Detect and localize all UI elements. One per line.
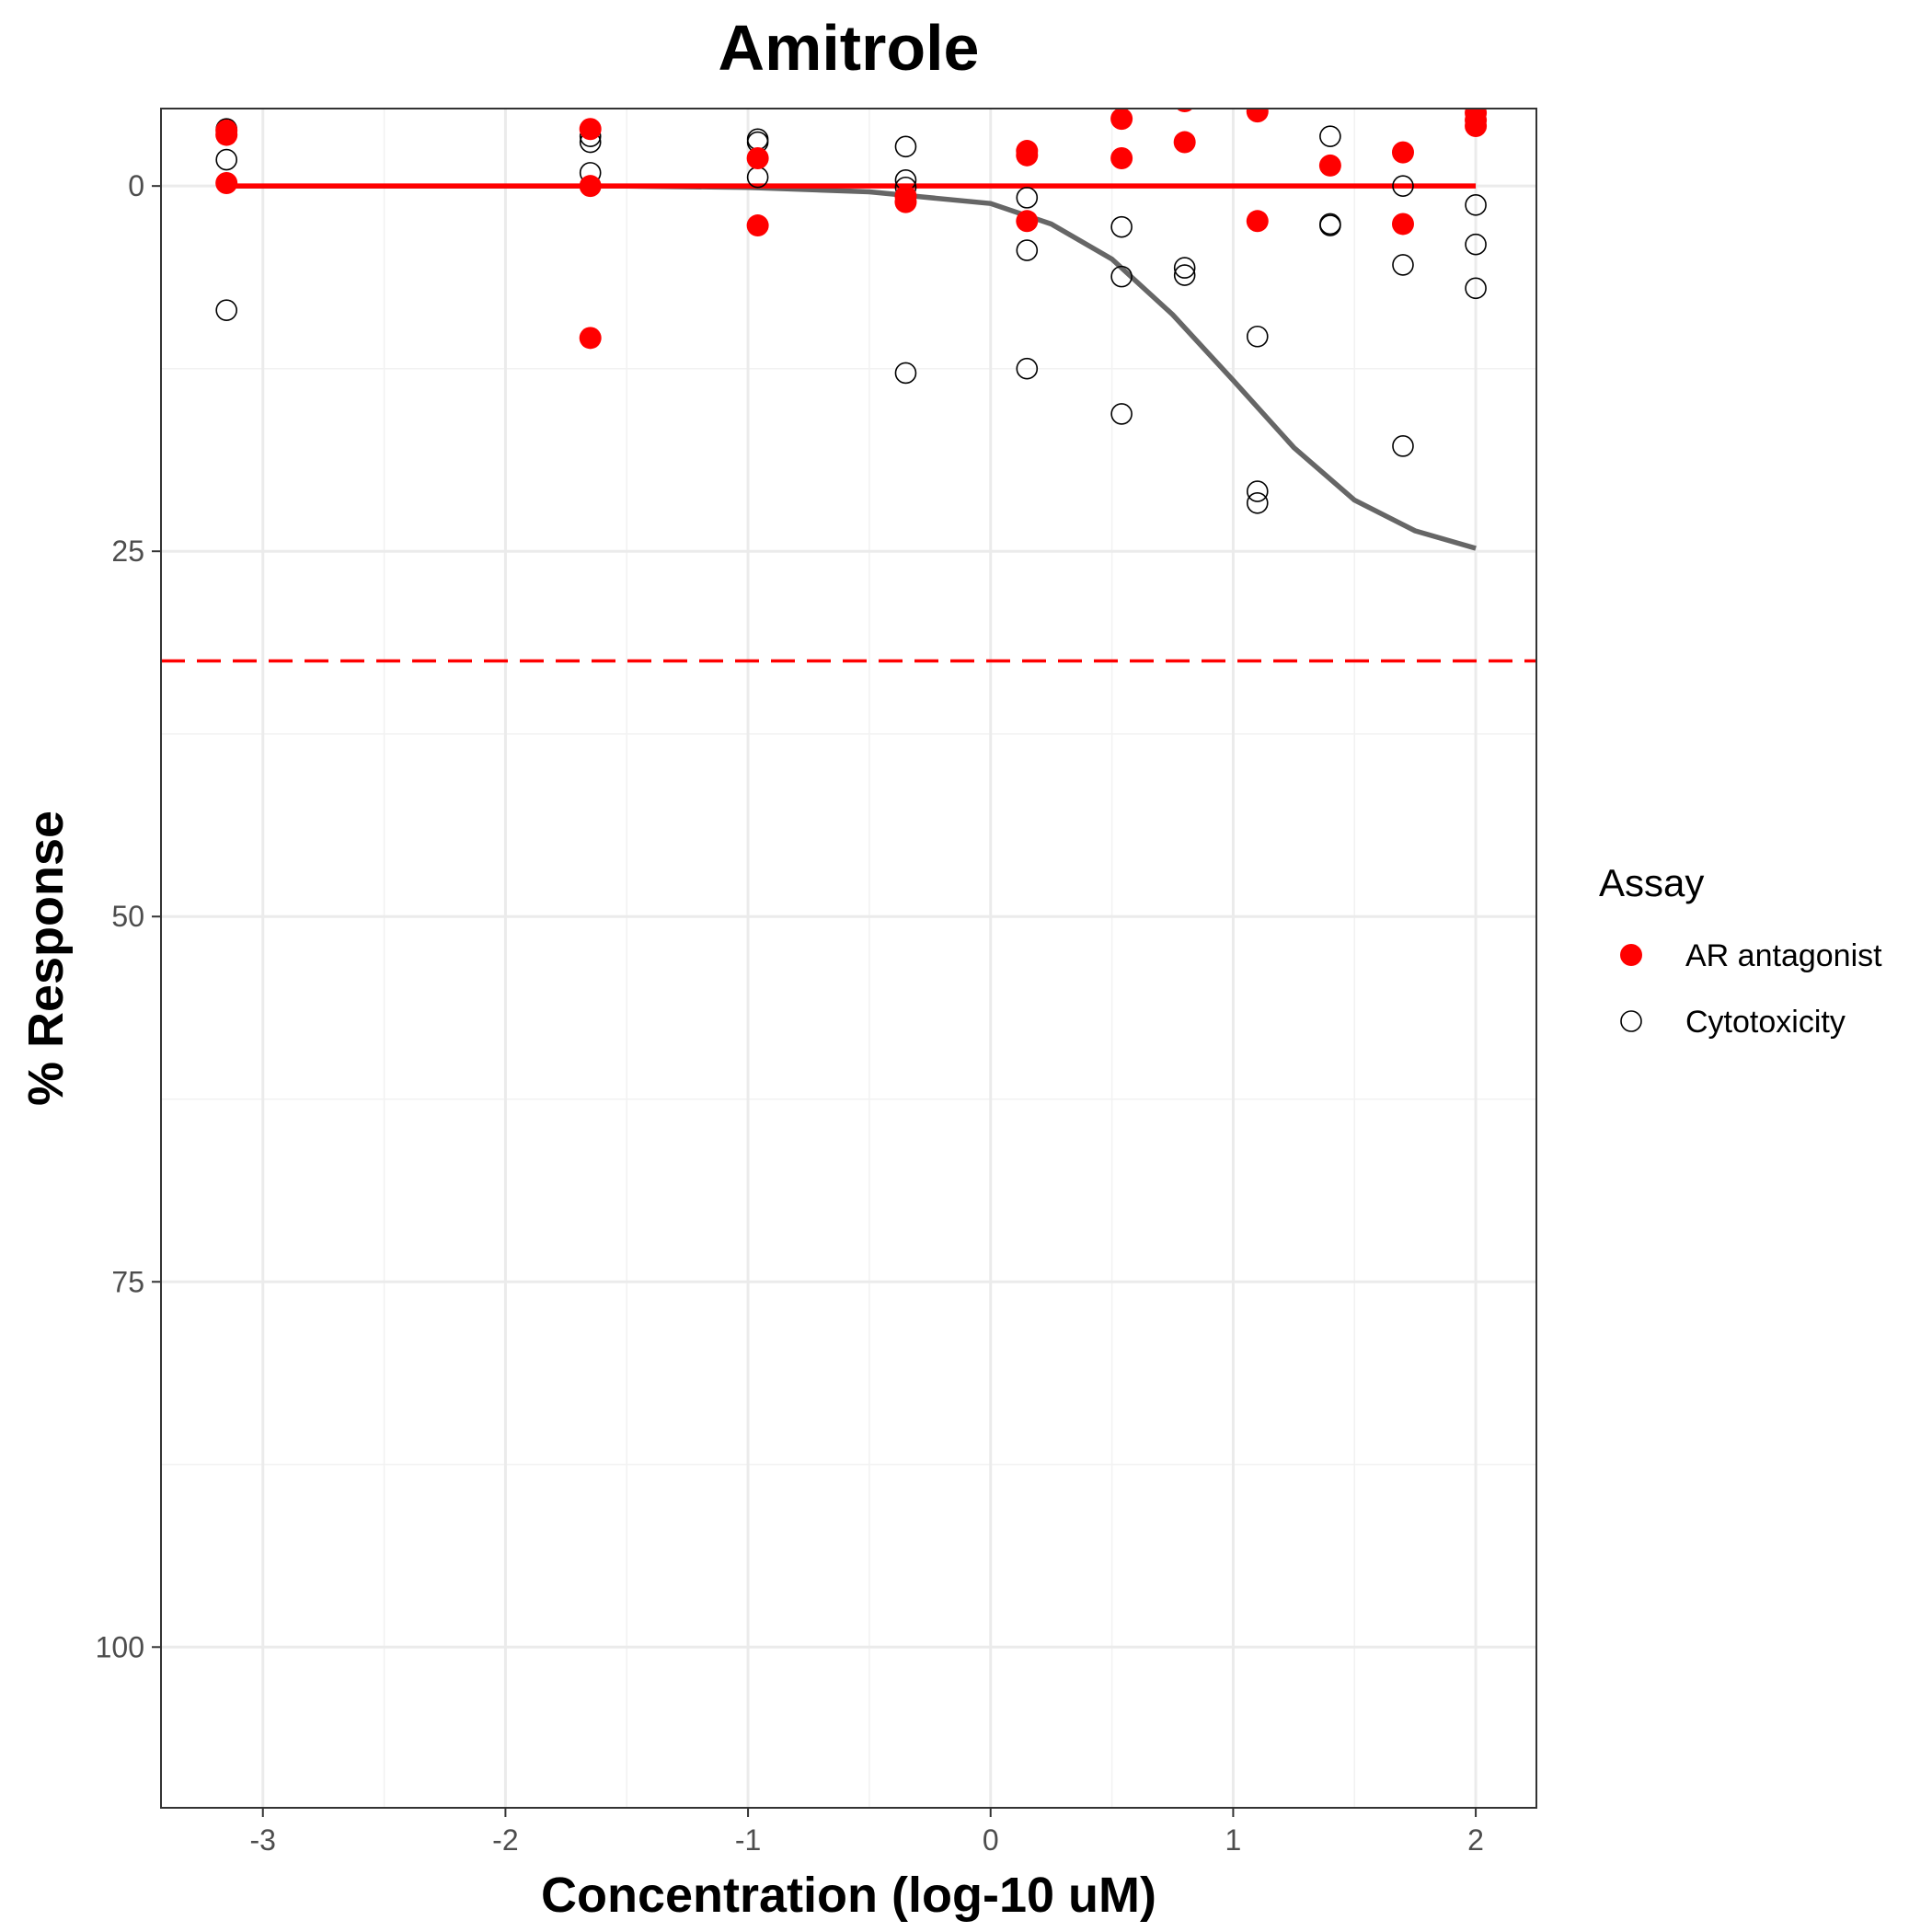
y-tick-label: 25 (111, 535, 144, 568)
cytotoxicity-point (1392, 435, 1414, 457)
ar-antagonist-point (1391, 213, 1414, 236)
ar-antagonist-point (1016, 144, 1039, 167)
cytotoxicity-point (1465, 233, 1487, 256)
legend-title: Assay (1599, 861, 1704, 904)
legend: Assay AR antagonist Cytotoxicity (1599, 861, 1882, 1040)
cytotoxicity-point (1392, 175, 1414, 197)
x-tick-label: -1 (735, 1823, 761, 1857)
cytotoxicity-point (1173, 264, 1196, 286)
cytotoxicity-point (1319, 213, 1341, 236)
ar-antagonist-point (1173, 131, 1196, 154)
cytotoxicity-point (1246, 480, 1269, 502)
axis-ticks: -3 -2 -1 0 1 2 0 25 50 75 100 (96, 169, 1484, 1857)
ar-antagonist-point (1110, 109, 1133, 131)
x-tick-label: -2 (492, 1823, 518, 1857)
legend-marker-ar-antagonist (1620, 944, 1642, 966)
cytotoxicity-point (1110, 403, 1133, 425)
y-tick-label: 50 (111, 900, 144, 933)
ar-antagonist-point (1391, 141, 1414, 164)
x-tick-label: 0 (983, 1823, 999, 1857)
ar-antagonist-point (1176, 109, 1193, 113)
x-tick-label: 2 (1467, 1823, 1484, 1857)
cytotoxicity-point (1319, 125, 1341, 147)
ar-antagonist-point (746, 146, 769, 169)
cytotoxicity-point (1246, 325, 1269, 348)
legend-label-ar-antagonist: AR antagonist (1685, 938, 1882, 973)
ar-antagonist-point (746, 214, 769, 237)
ar-antagonist-point (1110, 146, 1133, 169)
cytotoxicity-point (1465, 277, 1487, 300)
ar-antagonist-point (579, 118, 602, 141)
ar-antagonist-point (894, 190, 917, 213)
cytotoxicity-point (1392, 254, 1414, 276)
ar-antagonist-point (215, 171, 238, 194)
cytotoxicity-point (1016, 239, 1039, 261)
ar-antagonist-point (1465, 115, 1488, 138)
cytotoxicity-point (894, 362, 917, 385)
cytotoxicity-point (1246, 491, 1269, 514)
y-tick-label: 100 (96, 1630, 144, 1663)
ar-antagonist-point (747, 87, 769, 109)
cytotoxicity-point (894, 135, 917, 158)
y-tick-label: 75 (111, 1265, 144, 1298)
cytotoxicity-point (1110, 265, 1133, 288)
ar-antagonist-point (1318, 154, 1341, 177)
grid-lines (161, 109, 1536, 1808)
ar-antagonist-point (1246, 210, 1269, 233)
legend-label-cytotoxicity: Cytotoxicity (1685, 1005, 1846, 1040)
data-points (215, 87, 1488, 514)
ar-antagonist-point (579, 327, 602, 350)
x-tick-label: 1 (1225, 1823, 1242, 1857)
cytotoxicity-point (1110, 215, 1133, 238)
y-tick-label: 0 (128, 169, 144, 202)
cytotoxicity-point (1016, 187, 1039, 209)
legend-marker-cytotoxicity (1620, 1010, 1642, 1032)
chart-title: Amitrole (719, 12, 980, 84)
cytotoxicity-point (1319, 214, 1341, 236)
cytotoxicity-point (215, 299, 237, 321)
cytotoxicity-fit-curve (226, 183, 1477, 551)
fit-curves (161, 183, 1536, 663)
cytotoxicity-point (215, 148, 237, 171)
ar-antagonist-point (215, 123, 238, 146)
x-tick-label: -3 (250, 1823, 276, 1857)
cytotoxicity-point (1016, 357, 1039, 380)
cytotoxicity-point (1465, 194, 1487, 216)
y-axis-title: % Response (18, 811, 74, 1106)
ar-antagonist-point (1246, 109, 1269, 123)
cytotoxicity-point (1173, 257, 1196, 279)
ar-antagonist-point (579, 175, 602, 198)
plot-panel-border (160, 108, 1537, 1809)
x-axis-title: Concentration (log-10 uM) (541, 1868, 1156, 1923)
ar-antagonist-point (1016, 210, 1039, 233)
